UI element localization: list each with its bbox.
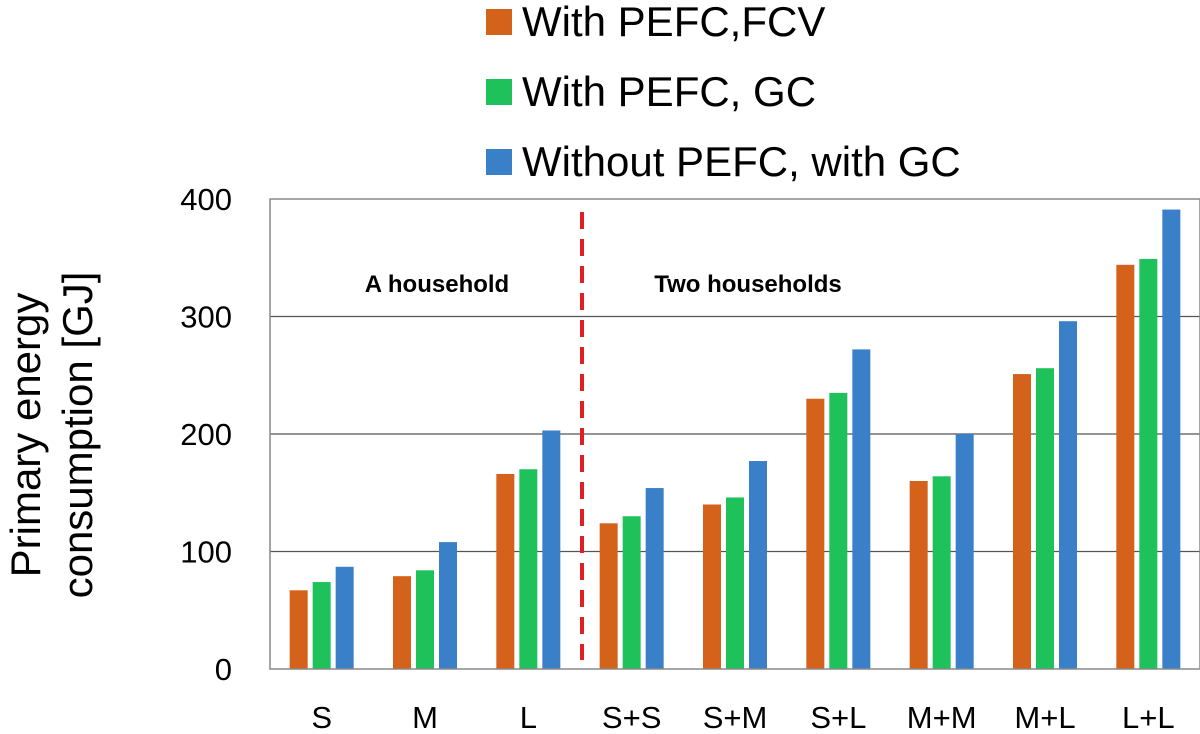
annotations: A household Two households [365, 271, 842, 298]
plot-area-frame [269, 198, 1200, 670]
bar [289, 590, 308, 669]
bar [439, 542, 457, 669]
bar [749, 461, 767, 669]
legend-label: With PEFC,FCV [522, 0, 825, 45]
x-tick-label: S [311, 700, 332, 734]
y-axis-label-line-2: consumption [GJ] [54, 272, 101, 599]
x-tick-label: S+L [810, 700, 866, 734]
bar [806, 398, 825, 669]
bar [932, 476, 951, 669]
bar [622, 516, 641, 669]
bar [1139, 258, 1158, 669]
legend-swatch [486, 9, 512, 35]
bar [1116, 264, 1135, 669]
legend-swatch [486, 79, 512, 105]
bar [1059, 321, 1077, 669]
bar [496, 473, 515, 669]
y-tick-label: 300 [180, 300, 232, 335]
x-tick-label: L+L [1122, 700, 1175, 734]
bar [955, 434, 974, 669]
bar [1013, 374, 1031, 669]
legend-label: Without PEFC, with GC [522, 138, 961, 185]
y-tick-label: 200 [180, 417, 232, 452]
bar [852, 349, 871, 669]
y-tick-label: 0 [215, 652, 232, 687]
x-tick-label: S+S [602, 700, 661, 734]
x-tick-label: L [520, 700, 537, 734]
legend-label: With PEFC, GC [522, 68, 816, 115]
bar [519, 469, 538, 669]
bar [335, 566, 354, 669]
x-tick-label: S+M [703, 700, 768, 734]
legend-swatch [486, 149, 512, 175]
x-tick-label: M+M [907, 700, 977, 734]
bar [1162, 209, 1181, 669]
x-tick-labels: S M L S+S S+M S+L M+M M+L L+L [311, 700, 1174, 734]
legend: With PEFC,FCV With PEFC, GC Without PEFC, … [486, 0, 961, 185]
bar [703, 504, 721, 669]
x-tick-label: M+L [1014, 700, 1075, 734]
bar [599, 523, 618, 669]
bar [645, 488, 664, 669]
y-axis-label-line-1: Primary energy [2, 293, 49, 578]
y-tick-labels: 0 100 200 300 400 [180, 182, 232, 687]
bar [909, 481, 928, 669]
annotation-two-households: Two households [654, 271, 842, 298]
x-tick-label: M [412, 700, 438, 734]
bar [542, 430, 561, 669]
bars [289, 209, 1181, 669]
annotation-one-household: A household [365, 271, 509, 298]
bar [416, 570, 434, 669]
y-axis-label: Primary energy consumption [GJ] [2, 272, 101, 599]
bar [1036, 368, 1054, 669]
y-tick-label: 400 [180, 182, 232, 217]
bar [393, 576, 411, 669]
bar [829, 392, 848, 669]
y-tick-label: 100 [180, 535, 232, 570]
bar [726, 497, 744, 669]
bar [312, 582, 331, 669]
